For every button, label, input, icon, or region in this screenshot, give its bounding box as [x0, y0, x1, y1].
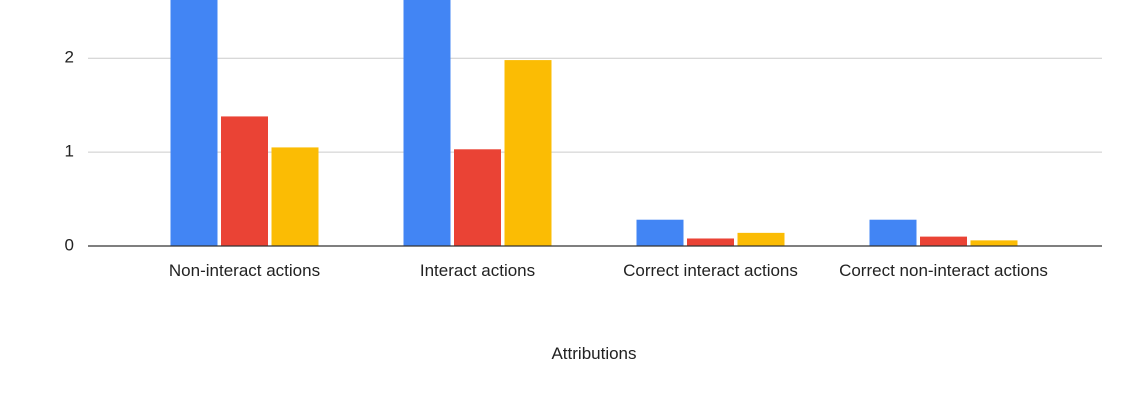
bar	[504, 60, 552, 247]
bar	[920, 236, 967, 246]
bar	[221, 116, 268, 246]
bar	[687, 238, 734, 246]
bar	[636, 219, 684, 246]
x-tick-label: Non-interact actions	[168, 261, 321, 280]
y-tick-label: 1	[65, 142, 74, 161]
bar	[170, 0, 218, 246]
x-axis-title: Attributions	[551, 344, 637, 363]
x-tick-label: Correct interact actions	[623, 261, 798, 280]
x-tick-label: Correct non-interact actions	[839, 261, 1048, 280]
bar	[403, 0, 451, 246]
bar	[454, 149, 501, 246]
x-tick-label: Interact actions	[419, 261, 536, 280]
y-tick-label: 2	[65, 48, 74, 67]
bar	[271, 147, 319, 246]
y-tick-label: 0	[65, 235, 74, 254]
bar	[737, 232, 785, 246]
bar	[869, 219, 917, 246]
bar	[970, 240, 1018, 246]
